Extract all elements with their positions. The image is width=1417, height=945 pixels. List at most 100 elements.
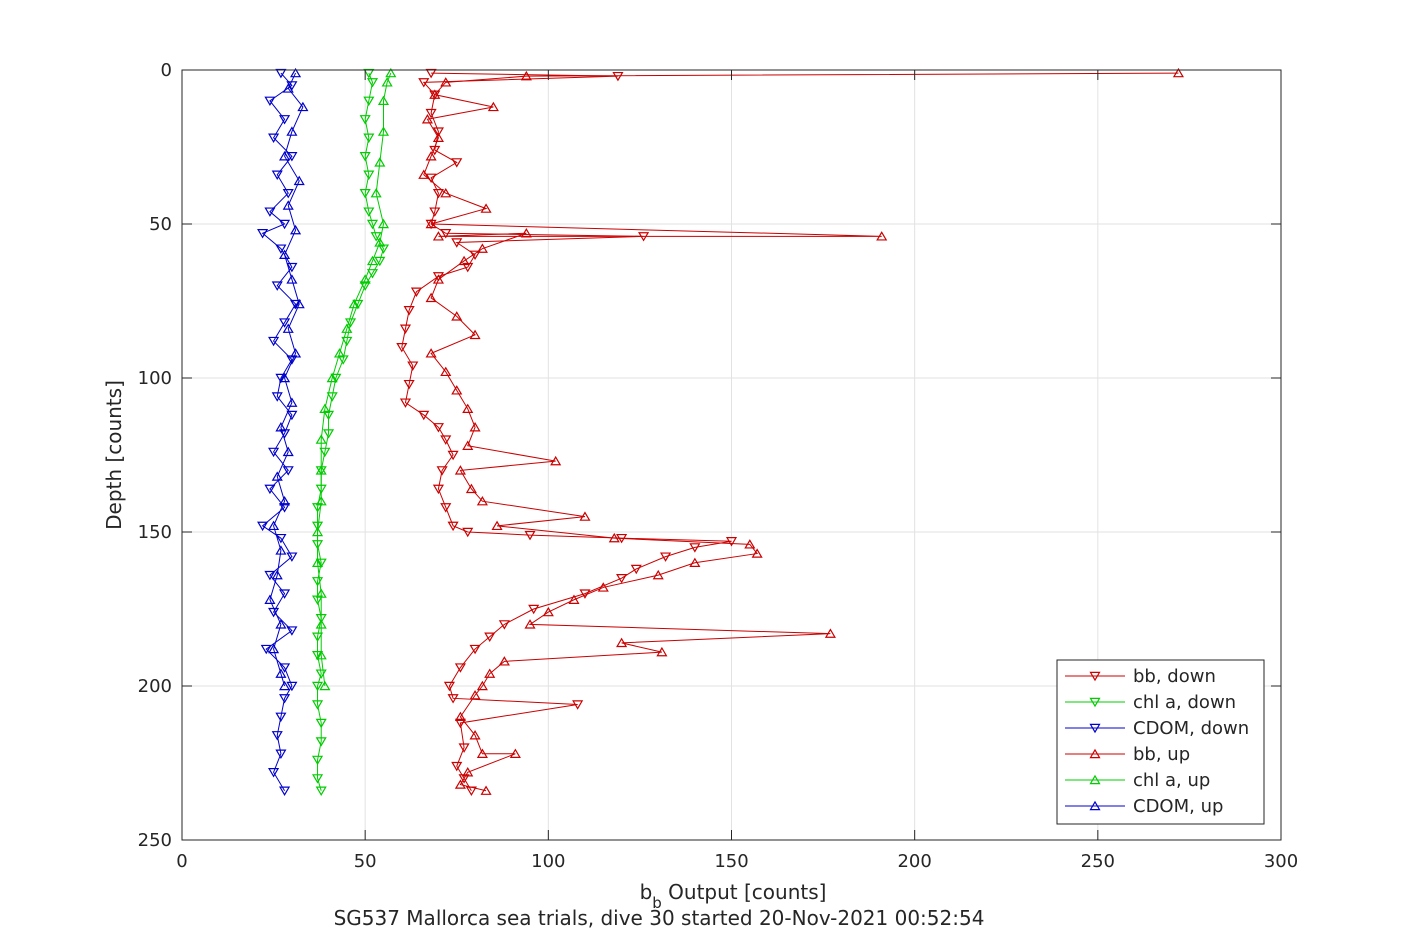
data-point (348, 298, 360, 309)
data-point (399, 324, 412, 334)
legend-marker (1089, 723, 1101, 734)
data-point (440, 187, 452, 198)
data-point (366, 219, 379, 230)
data-point (275, 68, 287, 79)
data-point (451, 311, 463, 321)
data-point (333, 348, 346, 358)
data-point (403, 306, 415, 316)
data-point (597, 582, 609, 592)
data-point (366, 269, 379, 279)
data-point (322, 429, 335, 439)
x-tick-label: 200 (897, 851, 931, 872)
data-point (315, 465, 327, 475)
data-point (612, 71, 624, 82)
x-tick-label: 50 (354, 851, 377, 872)
data-point (458, 255, 470, 266)
data-point (311, 650, 324, 661)
data-point (279, 495, 291, 506)
data-point (370, 187, 382, 198)
data-point (469, 329, 481, 340)
data-point (257, 229, 269, 239)
data-point (1172, 67, 1184, 78)
legend-entry: chl a, up (1065, 770, 1210, 791)
legend-entry: chl a, down (1065, 692, 1236, 713)
data-point (410, 287, 423, 297)
data-point (359, 115, 371, 125)
data-point (271, 170, 283, 180)
data-point (275, 668, 287, 678)
data-point (290, 67, 302, 78)
data-point (268, 768, 280, 778)
data-point (271, 392, 283, 402)
data-point (440, 503, 452, 513)
data-point (374, 157, 386, 167)
x-axis-label-rest: Output [counts] (662, 880, 827, 904)
data-point (451, 158, 463, 168)
data-point (286, 274, 298, 284)
data-point (377, 126, 390, 136)
data-point (275, 545, 287, 555)
grid (182, 70, 1281, 840)
data-point (480, 203, 492, 213)
series-4 (311, 67, 397, 691)
data-point (271, 471, 283, 481)
data-point (480, 785, 492, 795)
data-point (286, 262, 298, 273)
data-point (311, 681, 324, 692)
data-point (268, 520, 280, 531)
data-point (425, 218, 437, 229)
legend-entry: bb, down (1065, 666, 1216, 687)
data-point (319, 403, 331, 413)
data-point (279, 372, 291, 383)
data-point (275, 373, 287, 384)
data-point (374, 237, 386, 247)
data-point (432, 189, 444, 199)
series-5 (264, 67, 309, 691)
legend-marker (1089, 748, 1101, 759)
data-point (279, 503, 291, 513)
data-point (290, 348, 302, 358)
data-point (311, 557, 324, 568)
data-point (286, 410, 298, 421)
data-point (744, 539, 756, 549)
data-point (660, 552, 672, 562)
data-point (824, 628, 836, 638)
y-tick-label: 50 (149, 214, 172, 235)
x-tick-label: 150 (714, 851, 748, 872)
data-point (484, 632, 496, 642)
data-point (293, 175, 305, 186)
data-point (418, 78, 430, 88)
data-point (751, 548, 763, 558)
data-point (396, 343, 408, 353)
legend-label: chl a, down (1133, 692, 1236, 713)
data-point (447, 450, 459, 461)
plot-area (257, 67, 1184, 796)
data-point (268, 643, 280, 654)
data-point (451, 238, 463, 248)
data-point (315, 737, 327, 747)
data-point (381, 77, 393, 87)
x-tick-label: 300 (1264, 851, 1298, 872)
data-point (432, 272, 444, 282)
data-point (528, 604, 540, 615)
data-point (436, 466, 448, 476)
data-point (656, 646, 668, 657)
data-point (271, 281, 283, 291)
data-point (476, 748, 488, 758)
data-point (315, 434, 327, 444)
data-point (458, 743, 470, 753)
data-point (264, 207, 276, 217)
data-point (286, 626, 298, 636)
data-point (429, 207, 441, 217)
data-point (425, 173, 437, 184)
data-point (509, 748, 521, 758)
data-point (290, 224, 302, 235)
data-point (550, 455, 562, 466)
series-2 (257, 68, 302, 796)
data-point (454, 779, 466, 789)
data-point (616, 573, 628, 584)
data-point (311, 700, 324, 710)
data-point (363, 96, 375, 107)
data-point (286, 397, 298, 407)
